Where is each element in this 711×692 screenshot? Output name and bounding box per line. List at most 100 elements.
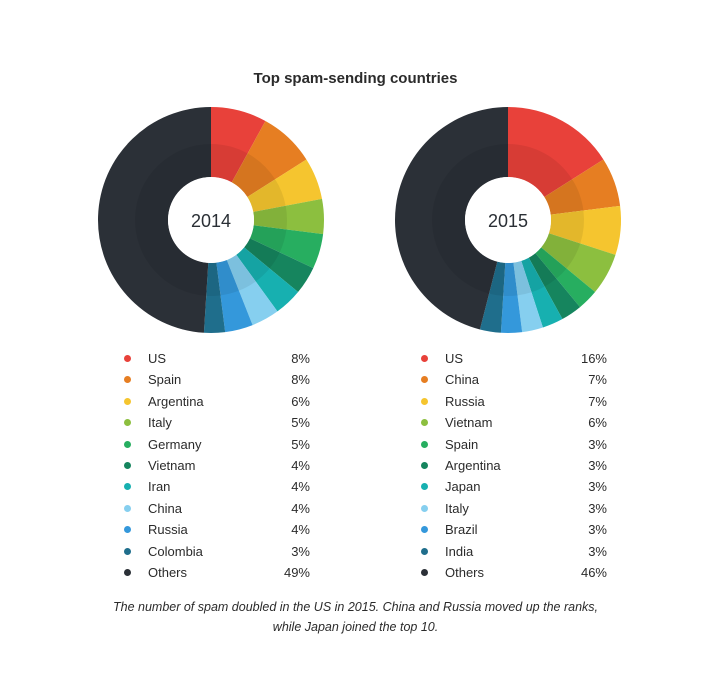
legend-country: Vietnam	[445, 415, 493, 431]
legend-swatch	[421, 440, 428, 448]
legend-value: 7%	[588, 372, 607, 388]
slice-us	[508, 107, 604, 197]
legend-item: Others 46%	[417, 562, 607, 583]
legend-country: Spain	[148, 372, 182, 388]
legend-value: 4%	[291, 522, 310, 538]
legend-item: Others 49%	[120, 562, 310, 583]
slice-brazil	[500, 262, 523, 333]
legend-value: 49%	[283, 564, 310, 580]
legend-swatch	[421, 355, 428, 362]
legend-swatch	[124, 440, 131, 448]
legend-value: 3%	[291, 543, 310, 559]
legend-item: Argentina 6%	[120, 391, 310, 412]
slice-india	[479, 261, 506, 333]
slice-argentina	[528, 253, 581, 320]
slice-china	[226, 254, 278, 326]
legend-swatch	[124, 568, 131, 576]
legend-item: Vietnam 6%	[417, 412, 607, 433]
slice-shade-us	[211, 144, 248, 183]
legend-item: Italy 3%	[417, 498, 607, 519]
legend-item: Vietnam 4%	[120, 455, 310, 476]
legend-item: Italy 5%	[120, 412, 310, 433]
legend-2014: US 8% Spain 8% Argentina 6% Italy 5% Germany 5% Vi…	[120, 348, 310, 583]
slice-iran	[236, 247, 299, 312]
legend-swatch	[421, 547, 428, 555]
slice-spain	[231, 120, 307, 197]
slice-shade-us	[508, 144, 573, 197]
legend-item: India 3%	[417, 541, 607, 562]
legend-swatch	[124, 376, 131, 384]
slice-shade-germany	[249, 225, 287, 253]
legend-value: 6%	[588, 415, 607, 431]
legend-country: Colombia	[148, 543, 203, 559]
slice-shade-spain	[231, 153, 276, 197]
legend-country: Italy	[148, 415, 172, 431]
slice-shade-iran	[236, 247, 270, 282]
legend-value: 46%	[580, 564, 607, 580]
legend-value: 3%	[588, 522, 607, 538]
slice-vietnam	[541, 233, 616, 293]
legend-value: 3%	[588, 457, 607, 473]
legend-swatch	[421, 504, 428, 512]
legend-value: 4%	[291, 457, 310, 473]
legend-swatch	[421, 568, 428, 576]
slice-shade-argentina	[528, 253, 557, 287]
chart-title: Top spam-sending countries	[253, 70, 458, 87]
slice-spain	[535, 247, 596, 308]
slice-shade-russia	[216, 259, 239, 296]
legend-swatch	[124, 355, 131, 362]
legend-item: Spain 8%	[120, 369, 310, 390]
slice-shade-india	[489, 261, 506, 296]
slice-shade-argentina	[247, 179, 286, 212]
legend-country: Vietnam	[148, 457, 196, 473]
slice-others	[98, 107, 211, 333]
legend-swatch	[124, 483, 131, 491]
legend-item: Argentina 3%	[417, 455, 607, 476]
legend-country: Japan	[445, 479, 481, 495]
legend-country: Argentina	[148, 393, 204, 409]
legend-country: Spain	[445, 436, 479, 452]
slice-shade-italy	[253, 205, 287, 230]
chart-caption: The number of spam doubled in the US in …	[0, 597, 711, 637]
legend-value: 16%	[580, 351, 607, 366]
donut-chart-2015: 2015	[395, 107, 621, 333]
legend-country: Russia	[445, 393, 485, 409]
slice-shade-china	[544, 179, 584, 215]
legend-swatch	[124, 461, 131, 469]
slice-shade-spain	[535, 247, 567, 279]
legend-item: Colombia 3%	[120, 541, 310, 562]
legend-swatch	[124, 526, 131, 534]
legend-item: Brazil 3%	[417, 519, 607, 540]
legend-value: 6%	[291, 393, 310, 409]
slice-italy	[253, 198, 324, 235]
legend-value: 4%	[291, 479, 310, 495]
slice-shade-brazil	[503, 262, 518, 296]
legend-swatch	[421, 397, 428, 405]
slice-shade-vietnam	[541, 233, 581, 269]
slice-russia	[548, 205, 621, 255]
slice-vietnam	[244, 238, 314, 293]
slice-others	[395, 107, 508, 330]
legend-item: Germany 5%	[120, 434, 310, 455]
slice-shade-russia	[548, 210, 584, 244]
legend-value: 3%	[588, 436, 607, 452]
slice-shade-others	[432, 144, 508, 294]
legend-swatch	[124, 547, 131, 555]
legend-value: 5%	[291, 415, 310, 431]
legend-country: China	[148, 500, 182, 516]
legend-swatch	[421, 526, 428, 534]
legend-item: Spain 3%	[417, 434, 607, 455]
slice-argentina	[247, 159, 322, 212]
slice-shade-japan	[521, 257, 545, 293]
slice-us	[211, 107, 266, 183]
legend-value: 8%	[291, 351, 310, 366]
slice-colombia	[203, 262, 226, 333]
slice-china	[544, 159, 621, 215]
legend-country: Iran	[148, 479, 171, 495]
donut-hole	[168, 177, 254, 263]
slice-italy	[513, 260, 543, 333]
legend-value: 8%	[291, 372, 310, 388]
caption-line-2: while Japan joined the top 10.	[272, 620, 439, 634]
legend-country: Russia	[148, 522, 188, 538]
legend-value: 5%	[291, 436, 310, 452]
